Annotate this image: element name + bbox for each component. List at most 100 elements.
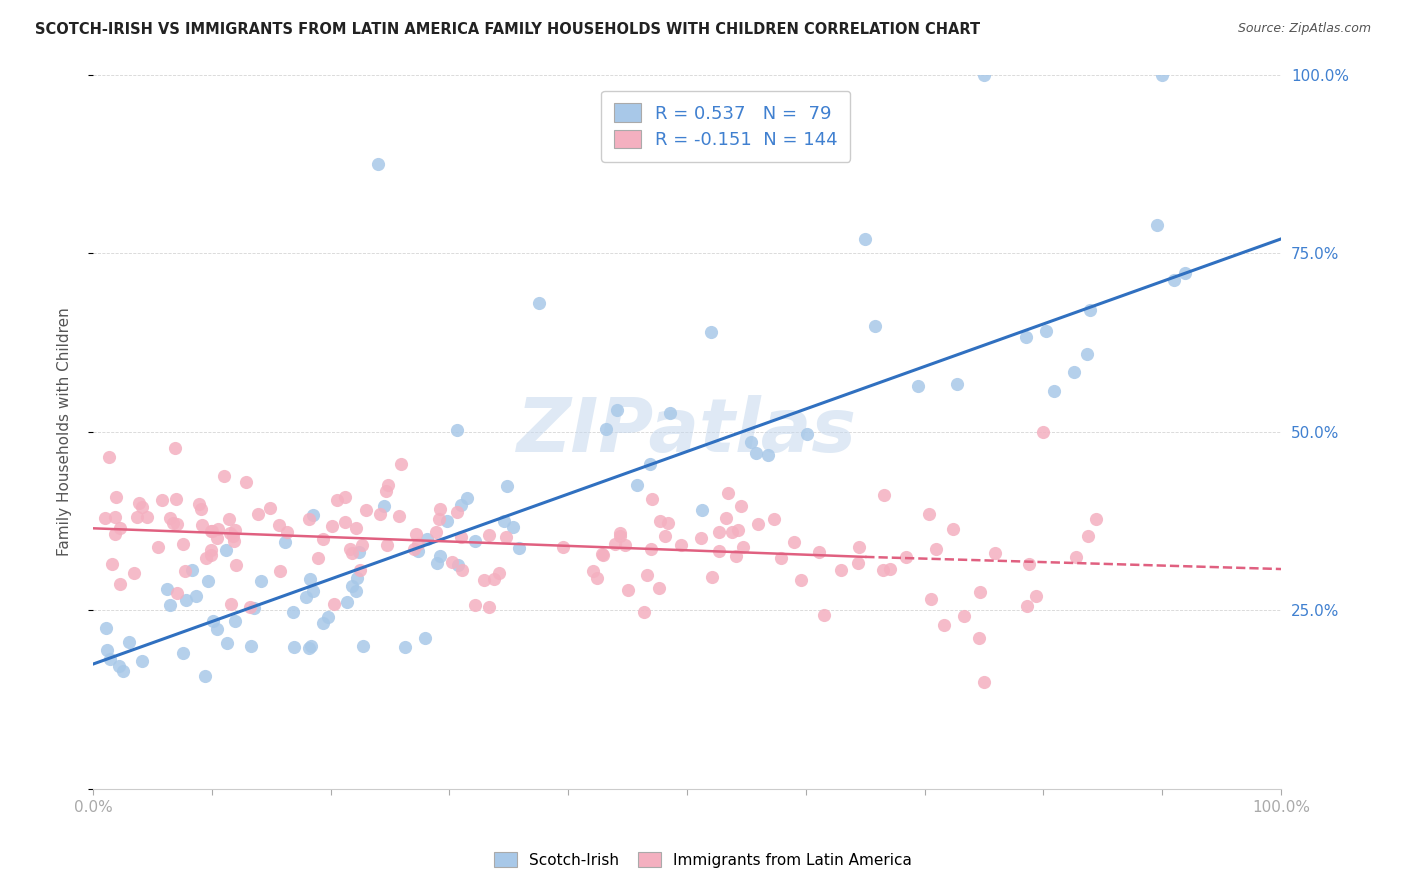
Point [413, 631, 436, 645]
Point [172, 537, 194, 551]
Point [717, 486, 740, 500]
Point [344, 584, 367, 599]
Point [709, 544, 731, 558]
Point [508, 541, 530, 556]
Point [404, 541, 426, 556]
Point [269, 565, 291, 579]
Point [426, 556, 449, 570]
Point [111, 664, 134, 678]
Point [669, 538, 692, 552]
Point [302, 508, 325, 522]
Point [312, 533, 335, 547]
Point [846, 557, 869, 571]
Legend: R = 0.537   N =  79, R = -0.151  N = 144: R = 0.537 N = 79, R = -0.151 N = 144 [600, 91, 851, 161]
Point [159, 511, 181, 525]
Point [246, 507, 269, 521]
Point [350, 537, 373, 551]
Point [496, 479, 519, 493]
Point [918, 507, 941, 521]
Point [259, 500, 281, 515]
Point [312, 616, 335, 631]
Point [763, 512, 786, 526]
Point [920, 591, 942, 606]
Point [276, 525, 298, 540]
Point [162, 516, 184, 530]
Point [946, 377, 969, 392]
Point [218, 512, 240, 526]
Point [1015, 599, 1038, 613]
Point [373, 499, 395, 513]
Point [942, 522, 965, 536]
Point [195, 550, 218, 565]
Legend: Scotch-Irish, Immigrants from Latin America: Scotch-Irish, Immigrants from Latin Amer… [486, 845, 920, 875]
Point [450, 531, 472, 545]
Point [342, 579, 364, 593]
Point [456, 491, 478, 506]
Point [96, 642, 118, 657]
Point [394, 640, 416, 654]
Point [502, 519, 524, 533]
Point [1174, 266, 1197, 280]
Point [1078, 302, 1101, 317]
Point [104, 491, 127, 505]
Point [243, 600, 266, 615]
Point [648, 581, 671, 595]
Point [907, 379, 929, 393]
Point [495, 530, 517, 544]
Point [464, 599, 486, 613]
Point [148, 540, 170, 554]
Point [190, 517, 212, 532]
Point [347, 545, 370, 559]
Point [626, 477, 648, 491]
Point [96, 621, 118, 635]
Point [614, 538, 637, 552]
Point [924, 541, 946, 556]
Point [212, 468, 235, 483]
Point [429, 549, 451, 563]
Point [609, 526, 631, 541]
Point [724, 549, 747, 563]
Point [180, 563, 202, 577]
Point [122, 566, 145, 581]
Point [813, 607, 835, 622]
Point [807, 544, 830, 558]
Point [451, 563, 474, 577]
Point [339, 542, 361, 557]
Point [194, 669, 217, 683]
Point [388, 508, 411, 523]
Point [848, 541, 870, 555]
Point [714, 511, 737, 525]
Point [174, 593, 197, 607]
Point [654, 528, 676, 542]
Point [830, 563, 852, 577]
Point [333, 515, 356, 529]
Point [727, 523, 749, 537]
Point [298, 641, 321, 656]
Point [1146, 219, 1168, 233]
Point [1076, 347, 1098, 361]
Point [973, 68, 995, 82]
Point [349, 563, 371, 577]
Point [478, 528, 501, 542]
Point [103, 509, 125, 524]
Point [633, 605, 655, 619]
Point [172, 646, 194, 660]
Point [789, 573, 811, 587]
Point [406, 543, 429, 558]
Point [436, 514, 458, 528]
Point [595, 422, 617, 436]
Point [222, 534, 245, 549]
Point [527, 296, 550, 310]
Point [389, 457, 412, 471]
Point [1085, 512, 1108, 526]
Point [853, 232, 876, 246]
Point [446, 423, 468, 437]
Point [201, 615, 224, 629]
Point [207, 622, 229, 636]
Point [1163, 273, 1185, 287]
Point [872, 563, 894, 577]
Point [97, 450, 120, 464]
Point [150, 493, 173, 508]
Point [641, 491, 664, 506]
Point [200, 548, 222, 562]
